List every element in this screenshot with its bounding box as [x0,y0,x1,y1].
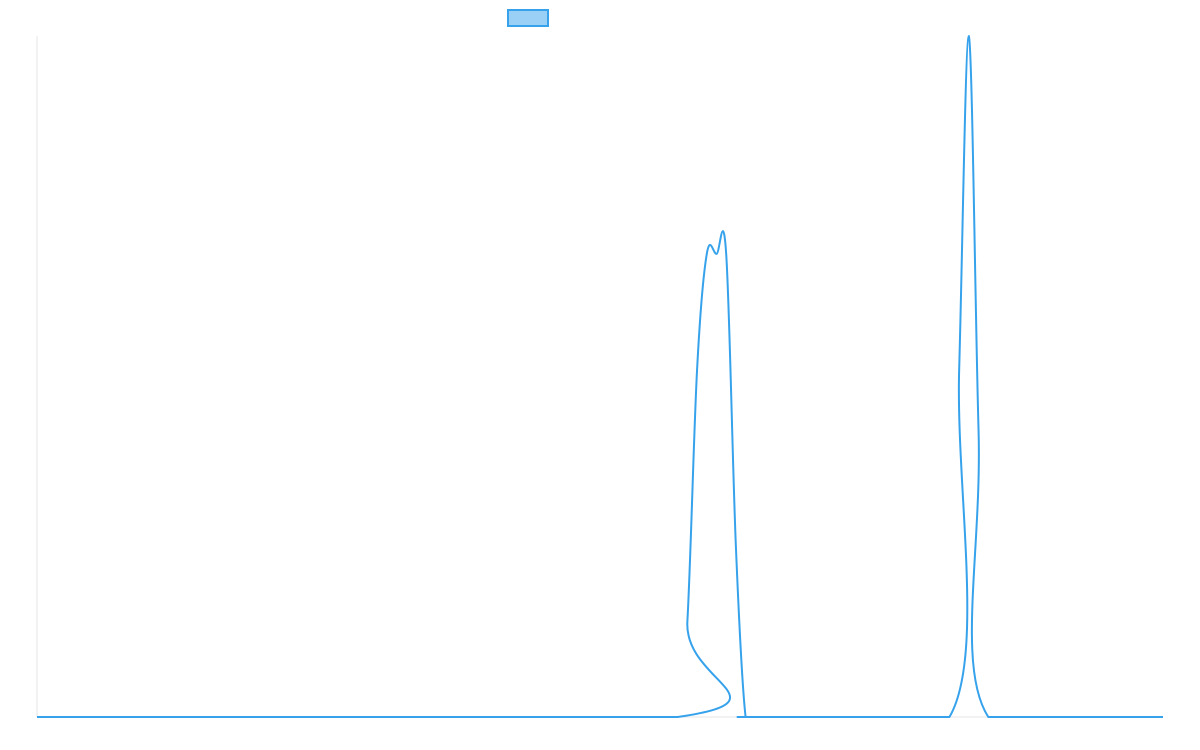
series-line-0 [36,35,1163,719]
legend-swatch [507,9,549,27]
